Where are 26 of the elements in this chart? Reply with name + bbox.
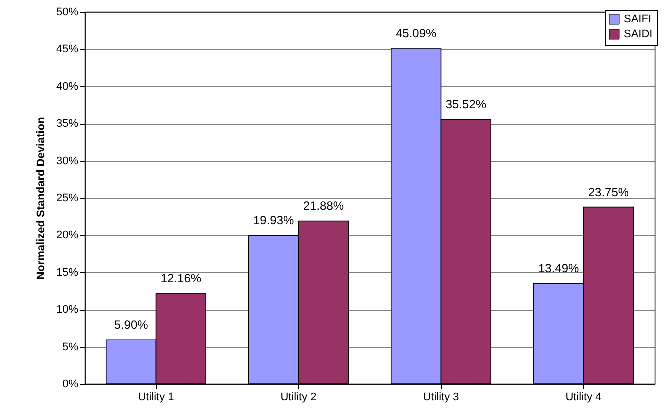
y-tick-label: 40%: [56, 80, 79, 93]
data-label: 45.09%: [396, 26, 437, 41]
y-tick-label: 20%: [56, 230, 79, 242]
x-tick-label: Utility 3: [423, 392, 460, 404]
data-label: 13.49%: [538, 262, 580, 276]
data-label: 35.52%: [446, 98, 487, 112]
y-tick-label: 30%: [56, 155, 79, 168]
data-label: 19.93%: [253, 214, 294, 228]
y-tick-label: 0%: [62, 378, 79, 390]
x-tick-label: Utility 1: [138, 392, 174, 404]
x-tick-label: Utility 4: [566, 392, 602, 404]
y-tick-label: 35%: [56, 118, 79, 130]
legend-label: SAIDI: [624, 28, 653, 40]
data-label: 5.90%: [114, 318, 149, 332]
y-tick-label: 45%: [56, 44, 79, 56]
y-axis-title: Normalized Standard Deviation: [35, 116, 48, 280]
data-label: 12.16%: [160, 272, 202, 286]
y-tick-label: 15%: [56, 266, 79, 279]
y-tick-label: 10%: [56, 304, 79, 316]
legend-label: SAIFI: [624, 14, 652, 26]
y-tick-label: 50%: [56, 6, 79, 18]
data-label: 23.75%: [588, 185, 630, 200]
x-tick-label: Utility 2: [280, 392, 317, 404]
y-tick-label: 5%: [62, 341, 79, 354]
data-label: 21.88%: [303, 199, 344, 214]
y-tick-label: 25%: [56, 192, 79, 204]
